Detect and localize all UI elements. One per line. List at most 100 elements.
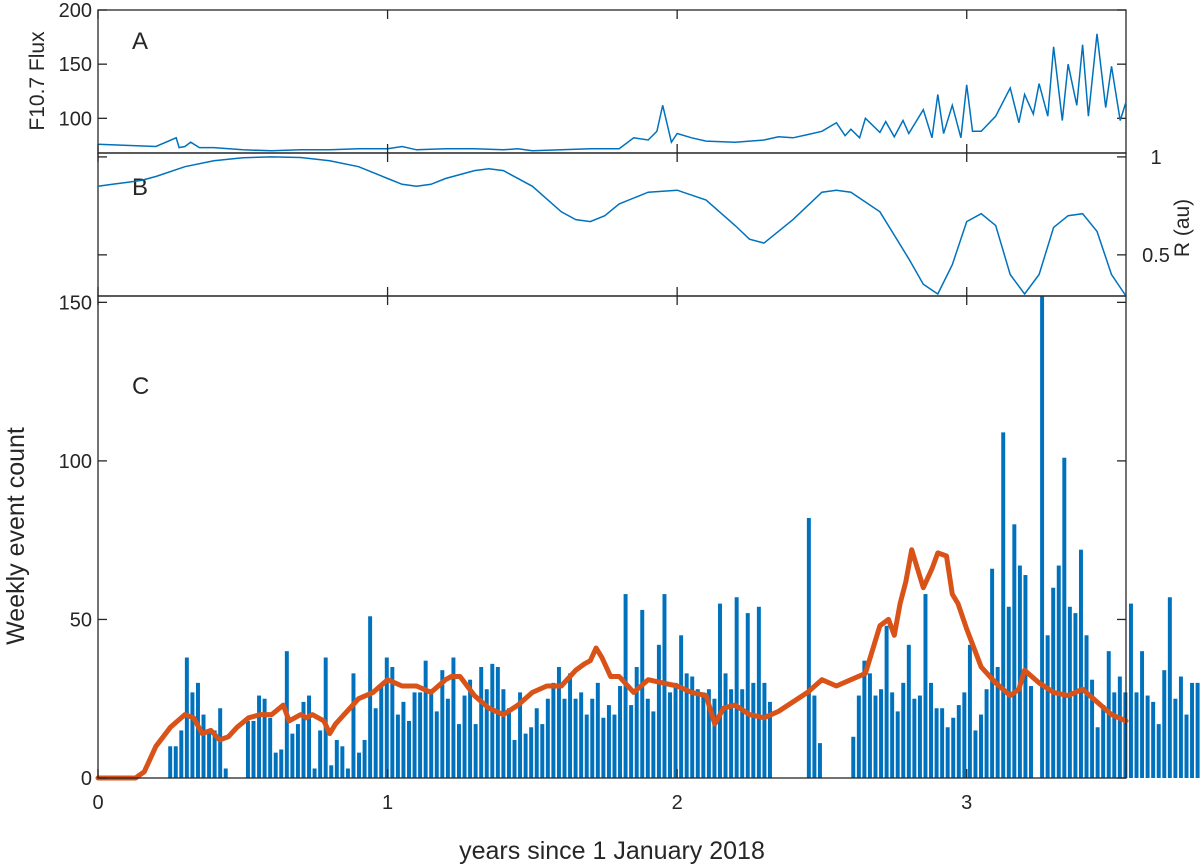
weekly-count-bar [668, 692, 672, 778]
weekly-count-bar [468, 679, 473, 778]
weekly-count-bar [495, 667, 500, 778]
weekly-count-bar [767, 701, 772, 778]
weekly-count-bar [673, 682, 678, 778]
weekly-count-bar [612, 714, 617, 778]
weekly-count-bar [1162, 670, 1167, 778]
weekly-count-bar [867, 673, 872, 778]
weekly-count-bar [645, 698, 650, 778]
panel-c-y-ticks: 0 50 100 150 [59, 292, 1126, 790]
weekly-count-bar [462, 695, 467, 778]
weekly-count-bar [434, 711, 439, 778]
weekly-count-bar [962, 692, 967, 778]
weekly-count-bar [1112, 692, 1117, 778]
weekly-count-bar [884, 625, 889, 778]
weekly-count-bar [584, 714, 589, 778]
panel-c-y-tick-label: 150 [59, 292, 92, 314]
weekly-count-bar [762, 682, 767, 778]
panel-c-bars [168, 296, 1200, 778]
weekly-count-bar [418, 692, 423, 778]
weekly-count-bar [1195, 682, 1200, 778]
weekly-count-bar [934, 708, 939, 778]
weekly-count-bar [995, 667, 1000, 778]
weekly-count-bar [1190, 682, 1195, 778]
weekly-count-bar [723, 673, 728, 778]
weekly-count-bar [295, 724, 300, 778]
panel-c-ylabel: Weekly event count [2, 427, 30, 645]
weekly-count-bar [706, 689, 711, 778]
panel-a: 100 150 200 F10.7 Flux A [26, 0, 1127, 154]
weekly-count-bar [1090, 679, 1095, 778]
weekly-count-bar [756, 606, 761, 778]
weekly-count-bar [512, 739, 517, 778]
weekly-count-bar [1062, 457, 1067, 778]
weekly-count-bar [990, 568, 995, 778]
panel-b: 0.51 R (au) B [97, 147, 1194, 297]
weekly-count-bar [407, 720, 411, 778]
weekly-count-bar [251, 720, 256, 778]
weekly-count-bar [534, 708, 539, 778]
weekly-count-bar [312, 768, 317, 778]
weekly-count-bar [751, 682, 756, 778]
weekly-count-bar [1145, 695, 1150, 778]
weekly-count-bar [379, 686, 384, 778]
x-tick-label: 1 [382, 792, 393, 814]
weekly-count-bar [484, 689, 489, 778]
panel-c-frame [97, 295, 1127, 779]
panel-c-smoothed-line [95, 547, 1129, 781]
weekly-count-bar [273, 752, 278, 778]
weekly-count-bar [551, 682, 556, 778]
weekly-count-bar [923, 594, 928, 778]
weekly-count-bar [690, 676, 695, 778]
weekly-count-bar [390, 667, 395, 778]
weekly-count-bar [1134, 692, 1139, 778]
weekly-count-bar [373, 708, 378, 778]
weekly-count-bar [357, 752, 361, 778]
weekly-count-bar [212, 730, 217, 778]
weekly-count-bar [479, 667, 484, 778]
weekly-count-bar [679, 635, 684, 778]
x-tick-label: 3 [961, 792, 972, 814]
weekly-count-bar [323, 657, 328, 778]
weekly-count-bar [851, 736, 856, 778]
x-axis-label: years since 1 January 2018 [459, 837, 765, 865]
weekly-count-bar [634, 667, 639, 778]
x-tick-label: 2 [672, 792, 683, 814]
weekly-count-bar [412, 692, 417, 778]
weekly-count-bar [945, 727, 950, 778]
panel-c-x-ticks: 0 1 2 3 [92, 10, 972, 814]
weekly-count-bar [451, 657, 456, 778]
weekly-count-bar [506, 708, 511, 778]
weekly-count-bar [245, 720, 250, 778]
panel-b-y-ticks: 0.51 [98, 147, 1170, 267]
weekly-count-bar [890, 692, 895, 778]
weekly-count-bar [967, 644, 972, 778]
weekly-count-bar [173, 746, 178, 778]
panel-c-letter: C [132, 373, 149, 400]
panel-a-letter: A [132, 28, 148, 55]
weekly-count-bar [329, 765, 334, 778]
weekly-count-bar [168, 746, 173, 778]
weekly-count-bar [1045, 635, 1050, 778]
weekly-count-bar [456, 724, 461, 778]
weekly-count-bar [340, 746, 345, 778]
panel-a-y-tick-label: 200 [59, 0, 92, 22]
weekly-count-bar [223, 768, 228, 778]
x-tick-label: 0 [92, 792, 103, 814]
weekly-count-bar [279, 749, 284, 778]
weekly-count-bar [523, 733, 528, 778]
weekly-count-bar [906, 644, 911, 778]
weekly-count-bar [929, 682, 934, 778]
panel-b-frame [97, 152, 1127, 297]
weekly-count-bar [984, 689, 989, 778]
panel-b-y-tick-label: 0.5 [1142, 245, 1170, 267]
weekly-count-bar [862, 660, 867, 778]
weekly-count-bar [651, 711, 656, 778]
weekly-count-bar [712, 698, 717, 778]
weekly-count-bar [684, 673, 689, 778]
weekly-count-bar [307, 695, 312, 778]
weekly-count-bar [1095, 727, 1100, 778]
weekly-count-bar [1084, 635, 1089, 778]
weekly-count-bar [1173, 698, 1178, 778]
weekly-count-bar [734, 597, 739, 778]
weekly-count-bar [1051, 587, 1056, 778]
